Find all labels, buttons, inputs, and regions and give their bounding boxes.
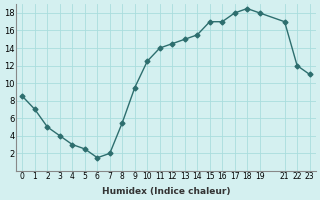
X-axis label: Humidex (Indice chaleur): Humidex (Indice chaleur) (102, 187, 230, 196)
